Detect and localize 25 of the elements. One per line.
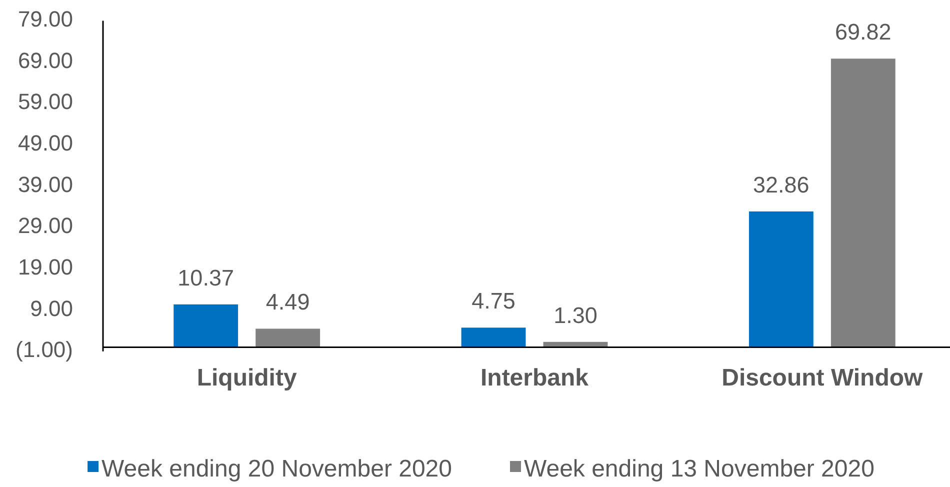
bar	[748, 211, 814, 348]
bar	[256, 328, 320, 348]
y-tick-label: 39.00	[18, 172, 73, 197]
y-tick-label: 69.00	[18, 48, 73, 73]
bar	[174, 304, 238, 348]
y-tick-label: 79.00	[18, 6, 73, 32]
y-tick-label: 59.00	[18, 89, 73, 114]
data-label: 32.86	[753, 172, 810, 198]
data-label: 10.37	[178, 265, 234, 290]
data-label: 4.49	[266, 290, 310, 315]
legend-label: Week ending 13 November 2020	[524, 455, 874, 482]
data-label: 4.75	[472, 288, 516, 314]
y-tick-label: 49.00	[18, 130, 73, 156]
data-label: 1.30	[554, 302, 598, 328]
x-tick-label: Discount Window	[722, 364, 924, 392]
x-tick-label: Interbank	[480, 364, 590, 392]
y-tick-label: 9.00	[30, 296, 73, 321]
data-label: 69.82	[835, 20, 892, 45]
legend-label: Week ending 20 November 2020	[102, 455, 452, 482]
bar	[461, 328, 526, 348]
x-tick-label: Liquidity	[196, 364, 298, 392]
bar	[830, 58, 896, 348]
y-tick-label: 29.00	[18, 213, 73, 238]
y-tick-label: (1.00)	[16, 337, 73, 362]
y-tick-label: 19.00	[18, 254, 73, 280]
